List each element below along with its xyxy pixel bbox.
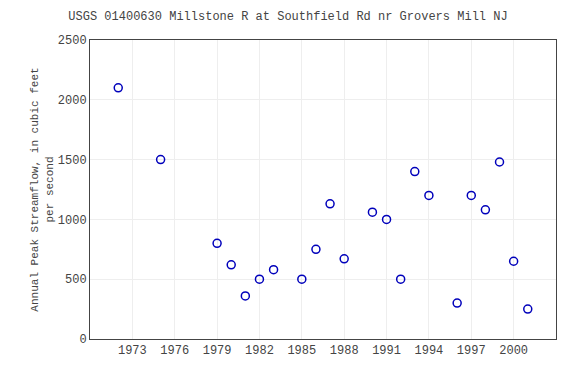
svg-text:1985: 1985 (287, 344, 316, 358)
svg-text:0: 0 (79, 333, 86, 347)
svg-text:USGS 01400630 Millstone R at S: USGS 01400630 Millstone R at Southfield … (68, 10, 507, 24)
svg-text:1991: 1991 (372, 344, 401, 358)
svg-text:1000: 1000 (58, 214, 87, 228)
svg-text:1973: 1973 (118, 344, 147, 358)
svg-text:2000: 2000 (58, 94, 87, 108)
svg-text:Annual Peak Streamflow, in cub: Annual Peak Streamflow, in cubic feetper… (29, 67, 55, 311)
svg-text:1988: 1988 (330, 344, 359, 358)
svg-text:1979: 1979 (203, 344, 232, 358)
svg-text:2500: 2500 (58, 34, 87, 48)
svg-text:1500: 1500 (58, 154, 87, 168)
svg-text:2000: 2000 (499, 344, 528, 358)
svg-text:1994: 1994 (415, 344, 444, 358)
svg-text:1976: 1976 (160, 344, 189, 358)
svg-text:1997: 1997 (457, 344, 486, 358)
svg-text:1982: 1982 (245, 344, 274, 358)
svg-text:500: 500 (65, 273, 87, 287)
